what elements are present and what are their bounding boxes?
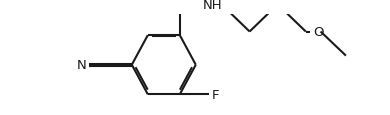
Text: O: O: [314, 26, 324, 39]
Text: N: N: [77, 59, 87, 72]
Text: NH: NH: [203, 0, 222, 12]
Text: F: F: [211, 88, 219, 101]
